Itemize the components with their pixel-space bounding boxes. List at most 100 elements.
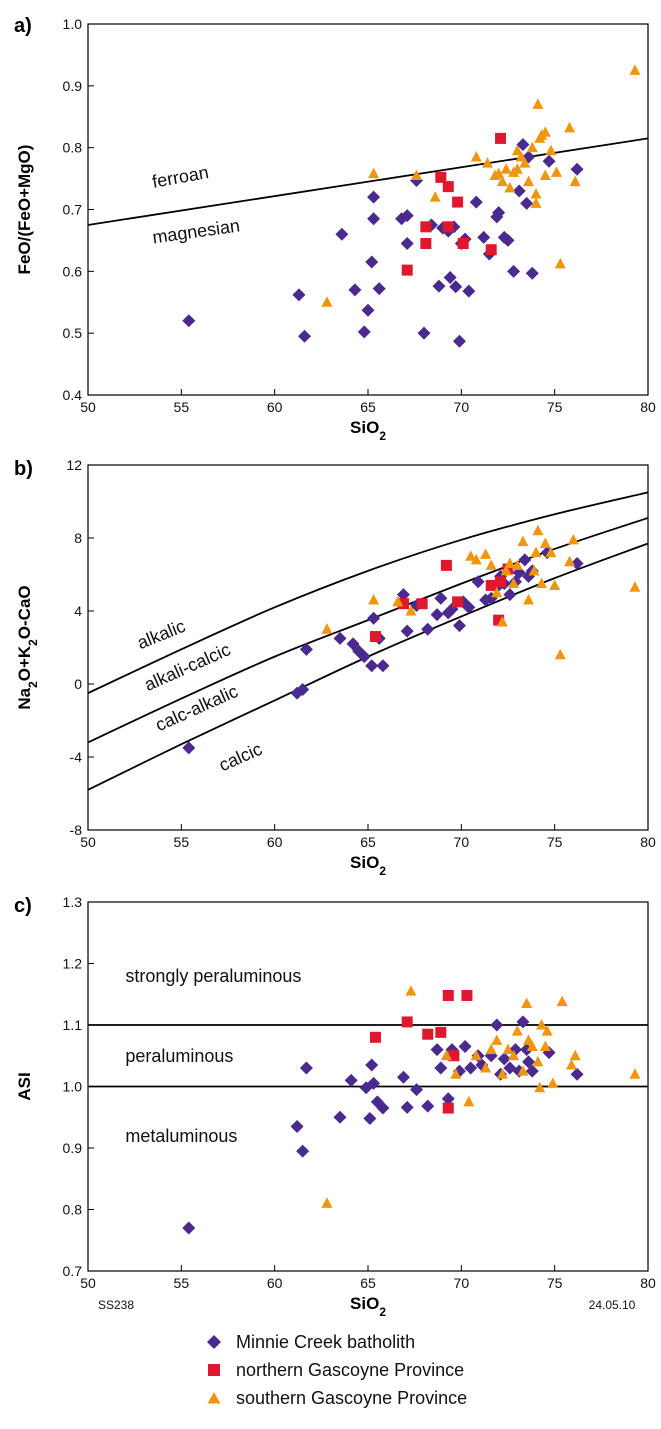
northern-point: [457, 238, 469, 250]
southern-point: [496, 175, 508, 187]
x-tick-label: 50: [80, 399, 96, 415]
southern-point: [530, 197, 542, 208]
southern-point: [629, 581, 641, 592]
panel-label: a): [14, 15, 32, 37]
southern-point: [493, 167, 505, 179]
boundary-line: [87, 517, 649, 744]
northern-point: [448, 1050, 460, 1062]
minnie-point: [376, 659, 390, 673]
y-tick-label: 0.6: [63, 263, 83, 279]
southern-point: [500, 163, 512, 174]
minnie-point: [290, 1119, 304, 1133]
y-tick-label: 0.9: [63, 1140, 83, 1156]
x-tick-label: 60: [267, 1275, 283, 1291]
southern-point: [629, 64, 641, 75]
x-tick-label: 70: [454, 399, 470, 415]
minnie-point: [410, 1083, 424, 1097]
northern-point: [442, 221, 454, 233]
y-tick-label: 0.4: [63, 387, 83, 403]
minnie-point: [421, 622, 435, 636]
southern-point: [321, 623, 333, 634]
southern-point: [534, 1081, 546, 1093]
northern-point: [422, 1028, 434, 1040]
minnie-point: [357, 325, 371, 339]
southern-point: [511, 1025, 523, 1036]
minnie-point: [400, 624, 414, 638]
x-tick-label: 65: [360, 399, 376, 415]
southern-point: [491, 1034, 503, 1045]
northern-point: [452, 196, 464, 208]
southern-point: [485, 559, 497, 570]
minnie-point: [335, 227, 349, 241]
southern-point: [485, 1043, 497, 1055]
minnie-point: [570, 162, 584, 176]
minnie-point: [333, 1110, 347, 1124]
southern-point: [511, 144, 523, 156]
minnie-point: [365, 1058, 379, 1072]
footer-right: 24.05.10: [589, 1298, 636, 1312]
southern-point: [463, 1095, 475, 1107]
minnie-point: [570, 557, 584, 571]
northern-point: [452, 596, 464, 608]
southern-point: [547, 1077, 559, 1088]
southern-point: [500, 564, 512, 576]
southern-point: [508, 1049, 520, 1061]
minnie-point: [182, 1221, 196, 1235]
minnie-point: [400, 209, 414, 223]
northern-point: [495, 132, 507, 144]
minnie-point: [516, 138, 530, 152]
northern-point: [420, 238, 432, 250]
southern-point: [541, 1025, 553, 1036]
x-tick-label: 80: [640, 399, 656, 415]
southern-point: [496, 1068, 508, 1079]
field-label: metaluminous: [125, 1126, 237, 1146]
southern-point: [530, 546, 542, 558]
minnie-point: [462, 600, 476, 614]
minnie-point: [299, 1061, 313, 1075]
y-tick-label: 0.9: [63, 78, 83, 94]
x-tick-label: 50: [80, 834, 96, 850]
southern-point: [368, 594, 380, 605]
boundary-line: [87, 491, 649, 694]
minnie-point: [361, 303, 375, 317]
southern-point: [530, 188, 542, 199]
southern-point: [536, 577, 548, 589]
x-tick-label: 70: [454, 834, 470, 850]
southern-point: [569, 175, 581, 187]
southern-point: [523, 175, 535, 187]
legend-item-northern: northern Gascoyne Province: [206, 1356, 467, 1384]
northern-point: [435, 1026, 447, 1038]
southern-point: [554, 648, 566, 660]
northern-point: [369, 1031, 381, 1043]
x-axis-label: SiO2: [350, 853, 386, 878]
y-tick-label: -8: [70, 822, 83, 838]
field-label: calc-alkalic: [152, 681, 241, 735]
y-tick-label: 8: [74, 530, 82, 546]
plot-frame: [87, 23, 649, 396]
southern-point: [551, 166, 563, 177]
southern-point: [526, 1040, 538, 1052]
y-tick-label: 0.5: [63, 325, 83, 341]
y-tick-label: 0: [74, 676, 82, 692]
southern-point: [480, 1062, 492, 1073]
minnie-point: [400, 237, 414, 251]
minnie-point: [182, 314, 196, 328]
minnie-point: [525, 266, 539, 280]
x-tick-label: 65: [360, 834, 376, 850]
southern-point: [539, 126, 551, 137]
southern-point: [496, 615, 508, 627]
panel-b: b) 50 55 60 65 70 75 80 -8 -4 0 4 8 12 SiO2 Na2O+K2O-Ca…: [14, 457, 656, 878]
y-tick-label: 1.0: [63, 16, 83, 32]
y-tick-label: 1.0: [63, 1079, 83, 1095]
minnie-point: [333, 631, 347, 645]
minnie-point: [400, 1100, 414, 1114]
northern-point: [435, 171, 447, 183]
southern-point: [536, 1019, 548, 1030]
southern-point: [450, 1068, 462, 1079]
southern-point: [629, 1068, 641, 1079]
minnie-point: [396, 588, 410, 602]
southern-point: [504, 557, 516, 569]
minnie-point: [462, 284, 476, 298]
x-tick-label: 55: [174, 1275, 190, 1291]
minnie-point: [365, 659, 379, 673]
